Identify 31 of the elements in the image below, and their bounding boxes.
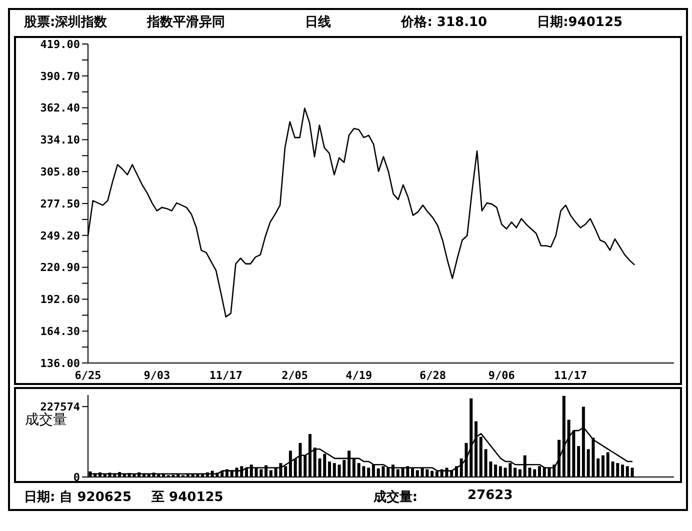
y-tick-label: 334.10 (40, 134, 80, 147)
y-tick-label: 227574 (40, 400, 80, 414)
y-axis-title: 成交量 (25, 412, 67, 428)
text: 成交量: (373, 488, 418, 506)
y-tick-label: 305.80 (40, 166, 80, 179)
x-tick-label: 11/17 (554, 368, 588, 382)
y-tick-label: 164.30 (40, 325, 80, 338)
y-tick-label: 390.70 (40, 70, 80, 83)
text: 27623 (468, 488, 513, 505)
text: 至 940125 (152, 489, 224, 506)
x-tick-label: 2/05 (282, 368, 308, 382)
x-tick-label: 9/03 (144, 368, 170, 382)
y-tick-label: 419.00 (40, 38, 80, 51)
text: 日期:940125 (537, 14, 623, 31)
x-tick-label: 9/06 (488, 368, 516, 382)
text: 股票:深圳指数 (24, 14, 108, 31)
y-tick-label: 192.60 (40, 293, 80, 306)
y-tick-label: 220.90 (40, 261, 80, 274)
x-tick-label: 11/17 (209, 368, 242, 382)
text: 日线 (305, 14, 332, 31)
y-tick-label: 249.20 (40, 229, 80, 242)
x-tick-label: 6/28 (419, 368, 446, 382)
x-tick-label: 6/25 (74, 368, 102, 382)
y-tick-label: 0 (73, 470, 80, 484)
y-tick-label: 136.00 (40, 356, 80, 370)
y-tick-label: 362.40 (40, 102, 80, 115)
text: 日期: 自 920625 (24, 489, 132, 506)
y-tick-label: 277.50 (40, 197, 80, 210)
text: 价格: 318.10 (401, 14, 488, 31)
x-tick-label: 4/19 (346, 368, 372, 382)
text: 指数平滑异同 (147, 14, 226, 31)
